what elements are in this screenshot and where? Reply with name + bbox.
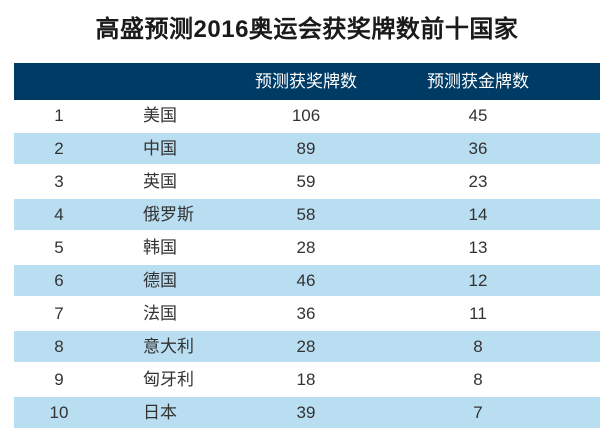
golds-cell: 11: [469, 304, 487, 323]
table-row: 1 美国 106 45: [14, 100, 600, 133]
country-cell: 中国: [143, 139, 177, 158]
table-row: 4 俄罗斯 58 14: [14, 199, 600, 232]
medals-cell: 89: [296, 139, 316, 158]
medals-cell: 39: [296, 403, 316, 422]
golds-cell: 23: [468, 172, 488, 191]
rank-cell: 8: [54, 337, 64, 356]
table-row: 3 英国 59 23: [14, 166, 600, 199]
golds-cell: 36: [468, 139, 488, 158]
golds-cell: 8: [473, 337, 483, 356]
table-row: 7 法国 36 11: [14, 298, 600, 331]
table-row: 8 意大利 28 8: [14, 331, 600, 364]
country-cell: 匈牙利: [143, 370, 194, 389]
rank-cell: 6: [54, 271, 64, 290]
country-cell: 意大利: [143, 337, 194, 356]
page-title: 高盛预测2016奥运会获奖牌数前十国家: [95, 16, 519, 43]
rank-cell: 9: [54, 370, 64, 389]
rank-cell: 4: [54, 205, 64, 224]
medals-cell: 36: [296, 304, 316, 323]
medals-cell: 46: [296, 271, 316, 290]
country-cell: 俄罗斯: [143, 205, 194, 224]
country-cell: 韩国: [143, 238, 177, 257]
golds-cell: 45: [468, 106, 488, 125]
medals-cell: 28: [296, 238, 316, 257]
header-predicted-golds: 预测获金牌数: [427, 72, 529, 91]
table-row: 6 德国 46 12: [14, 265, 600, 298]
golds-cell: 13: [468, 238, 488, 257]
golds-cell: 8: [473, 370, 483, 389]
table-row: 10 日本 39 7: [14, 397, 600, 430]
medals-cell: 18: [296, 370, 316, 389]
golds-cell: 14: [468, 205, 488, 224]
medals-cell: 58: [296, 205, 316, 224]
rank-cell: 2: [54, 139, 64, 158]
rank-cell: 1: [54, 106, 64, 125]
table-row: 2 中国 89 36: [14, 133, 600, 166]
rank-cell: 7: [54, 304, 64, 323]
medals-cell: 59: [296, 172, 316, 191]
rank-cell: 5: [54, 238, 64, 257]
table-row: 9 匈牙利 18 8: [14, 364, 600, 397]
medals-cell: 28: [296, 337, 316, 356]
country-cell: 日本: [143, 403, 177, 422]
country-cell: 美国: [143, 106, 177, 125]
table-row: 5 韩国 28 13: [14, 232, 600, 265]
medals-cell: 106: [291, 106, 321, 125]
country-cell: 德国: [143, 271, 177, 290]
table-header-row: 预测获奖牌数 预测获金牌数: [14, 63, 600, 100]
header-predicted-medals: 预测获奖牌数: [255, 72, 357, 91]
medal-prediction-table: 预测获奖牌数 预测获金牌数 1 美国 106 45 2 中国 89 36 3 英…: [14, 63, 600, 430]
country-cell: 英国: [143, 172, 177, 191]
golds-cell: 12: [468, 271, 488, 290]
rank-cell: 3: [54, 172, 64, 191]
country-cell: 法国: [143, 304, 177, 323]
golds-cell: 7: [473, 403, 483, 422]
rank-cell: 10: [49, 403, 69, 422]
